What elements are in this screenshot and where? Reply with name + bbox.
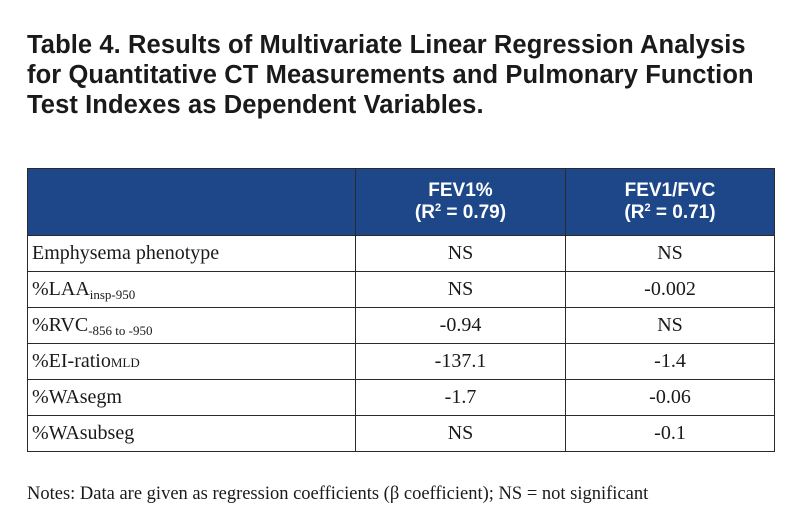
row-label: %RVC-856 to -950 [27, 307, 356, 344]
fev1-value: -1.7 [355, 379, 566, 416]
fev1-fvc-value: NS [565, 307, 775, 344]
fev1-value: NS [355, 415, 566, 452]
fev1-value: NS [355, 235, 566, 272]
header-fev1-label: FEV1% [428, 180, 493, 201]
fev1-value: -0.94 [355, 307, 566, 344]
fev1-fvc-value: -0.06 [565, 379, 775, 416]
table-notes: Notes: Data are given as regression coef… [27, 484, 649, 504]
fev1-fvc-value: NS [565, 235, 775, 272]
table-title: Table 4. Results of Multivariate Linear … [27, 31, 754, 119]
row-label: %LAAinsp-950 [27, 271, 356, 308]
table-row: %EI-ratioMLD -137.1 -1.4 [27, 343, 775, 380]
header-fev1: FEV1% (R2 = 0.79) [355, 168, 566, 236]
row-label: %EI-ratioMLD [27, 343, 356, 380]
header-fev1-r2: (R2 = 0.79) [414, 202, 507, 223]
table-row: %RVC-856 to -950 -0.94 NS [27, 307, 775, 344]
header-fev1-fvc-r2: (R2 = 0.71) [624, 202, 716, 223]
header-empty-cell [27, 168, 356, 236]
table-row: %WAsegm -1.7 -0.06 [27, 379, 775, 416]
regression-table: FEV1% (R2 = 0.79) FEV1/FVC (R2 = 0.71) E… [27, 168, 775, 452]
fev1-fvc-value: -0.002 [565, 271, 775, 308]
fev1-value: NS [355, 271, 566, 308]
fev1-fvc-value: -1.4 [565, 343, 775, 380]
table-row: Emphysema phenotype NS NS [27, 235, 775, 272]
row-label: %WAsegm [27, 379, 356, 416]
fev1-fvc-value: -0.1 [565, 415, 775, 452]
table-row: %LAAinsp-950 NS -0.002 [27, 271, 775, 308]
fev1-value: -137.1 [355, 343, 566, 380]
table-row: %WAsubseg NS -0.1 [27, 415, 775, 452]
header-fev1-fvc-label: FEV1/FVC [624, 180, 716, 201]
header-fev1-fvc: FEV1/FVC (R2 = 0.71) [565, 168, 775, 236]
row-label: %WAsubseg [27, 415, 356, 452]
header-row: FEV1% (R2 = 0.79) FEV1/FVC (R2 = 0.71) [27, 168, 775, 236]
row-label: Emphysema phenotype [27, 235, 356, 272]
